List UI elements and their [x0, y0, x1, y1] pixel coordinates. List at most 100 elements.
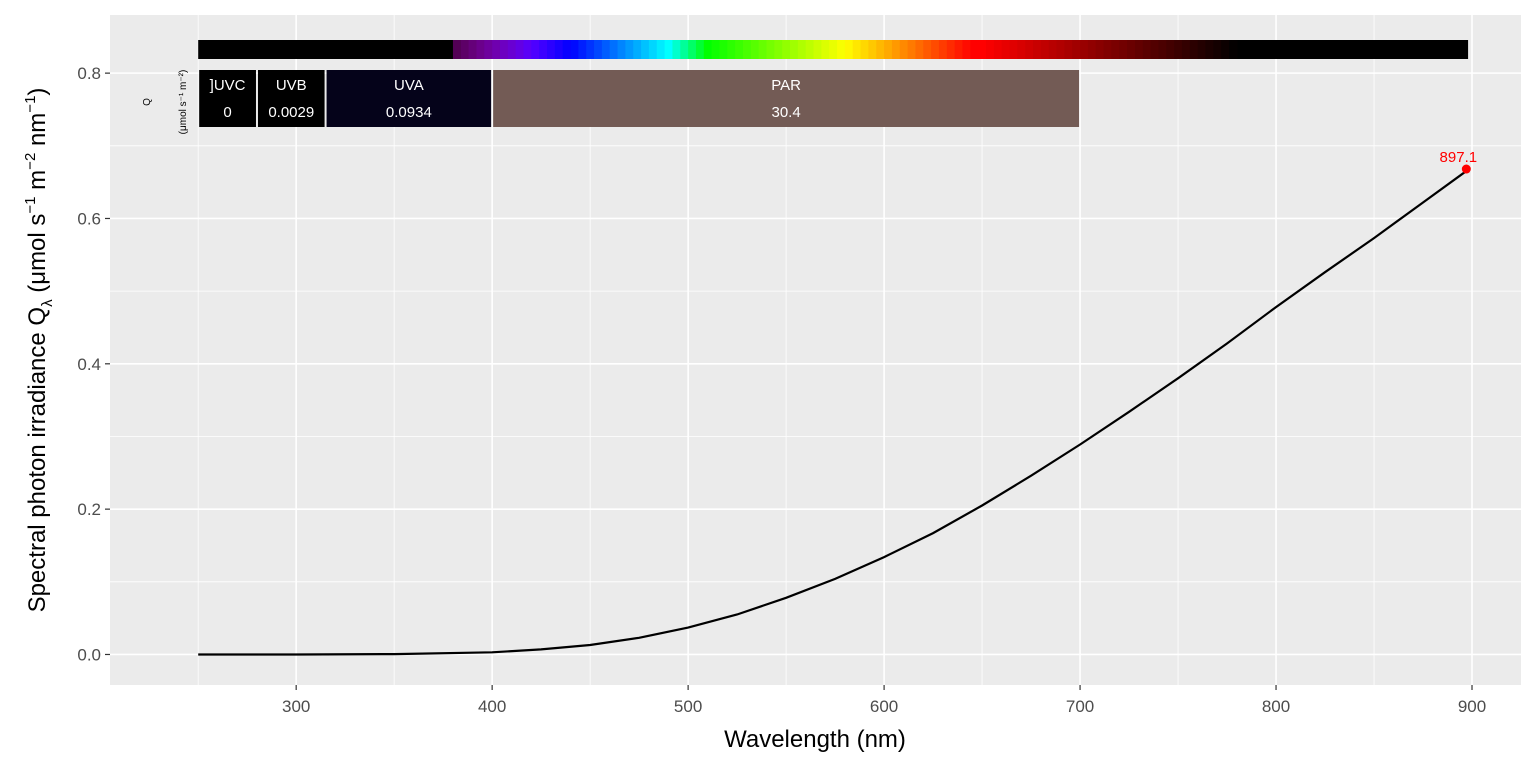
- spectrum-bar-segment: [1197, 40, 1207, 59]
- spectrum-bar-segment: [985, 40, 995, 59]
- spectrum-bar-segment: [1009, 40, 1018, 59]
- q-label: Q: [142, 98, 153, 106]
- waveband-box: [257, 70, 325, 127]
- spectrum-bar-segment: [727, 40, 736, 59]
- color-spectrum-bar: [198, 40, 1469, 59]
- y-title-unit-mid2: nm: [24, 113, 51, 153]
- irradiance-series-line: [198, 170, 1467, 656]
- waveband-boxes: ]UVC 0 UVB 0.0029 UVA 0.0934 PAR 30.4: [199, 70, 1080, 127]
- spectrum-bar-segment: [938, 40, 948, 59]
- spectrum-bar-segment: [1111, 40, 1120, 59]
- y-title-unit-open: (μmol s: [24, 214, 51, 300]
- spectrum-bar-segment: [766, 40, 775, 59]
- spectrum-bar-segment: [586, 40, 595, 59]
- spectrum-bar-segment: [1119, 40, 1128, 59]
- spectrum-bar-segment: [1087, 40, 1097, 59]
- spectrum-bar-segment: [1221, 40, 1230, 59]
- spectrum-bar-segment: [664, 40, 674, 59]
- waveband-box: [326, 70, 492, 127]
- spectrum-bar-segment: [468, 40, 478, 59]
- spectrum-bar-segment: [1033, 40, 1042, 59]
- spectrum-bar-segment: [452, 40, 462, 59]
- spectrum-bar-segment: [499, 40, 509, 59]
- spectrum-bar-segment: [601, 40, 611, 59]
- spectrum-bar-segment: [837, 40, 846, 59]
- spectrum-bar-segment: [1072, 40, 1081, 59]
- y-title-unit-mid: m: [24, 170, 51, 197]
- spectrum-bar-segment: [1048, 40, 1058, 59]
- x-tick-label: 500: [674, 697, 702, 716]
- spectrum-bar-segment: [1166, 40, 1175, 59]
- waveband-value: 30.4: [772, 104, 801, 121]
- spectrum-bar-segment: [1205, 40, 1214, 59]
- spectrum-bar-segment: [523, 40, 532, 59]
- spectrum-bar-segment: [742, 40, 752, 59]
- spectrum-bar-segment: [492, 40, 501, 59]
- spectrum-bar-segment: [554, 40, 564, 59]
- spectrum-bar-segment: [711, 40, 721, 59]
- waveband-name: PAR: [771, 77, 801, 94]
- spectrum-bar-segment: [672, 40, 681, 59]
- spectrum-bar-segment: [750, 40, 760, 59]
- spectrum-bar-segment: [1064, 40, 1073, 59]
- spectrum-bar-segment: [876, 40, 885, 59]
- x-axis-ticks: 300 400 500 600 700 800 900: [282, 685, 1486, 716]
- peak-point: [1461, 164, 1471, 174]
- spectrum-bar-segment: [790, 40, 799, 59]
- spectrum-bar-segment: [884, 40, 893, 59]
- spectrum-bar-segment: [695, 40, 705, 59]
- waveband-name: UVA: [394, 77, 424, 94]
- y-tick-label: 0.2: [77, 500, 101, 519]
- spectrum-bar-segment: [1025, 40, 1034, 59]
- spectrum-bar-segment: [1174, 40, 1183, 59]
- spectrum-bar-segment: [860, 40, 870, 59]
- spectrum-bar-segment: [476, 40, 485, 59]
- waveband-name: UVB: [276, 77, 307, 94]
- spectrum-bar-segment: [954, 40, 964, 59]
- x-tick-label: 700: [1066, 697, 1094, 716]
- spectrum-bar-segment: [782, 40, 791, 59]
- spectrum-bar-segment: [735, 40, 744, 59]
- spectrum-bar-segment: [703, 40, 713, 59]
- y-tick-label: 0.0: [77, 645, 101, 664]
- spectrum-bar-segment: [813, 40, 822, 59]
- spectrum-bar-segment: [993, 40, 1003, 59]
- y-tick-label: 0.6: [77, 209, 101, 228]
- y-axis-ticks: 0.0 0.2 0.4 0.6 0.8: [77, 64, 110, 664]
- spectrum-bar-segment: [891, 40, 901, 59]
- spectrum-bar-segment: [1103, 40, 1113, 59]
- spectrum-bar-segment: [539, 40, 548, 59]
- waveband-value: 0.0934: [386, 104, 432, 121]
- spectrum-bar-segment: [460, 40, 470, 59]
- spectrum-bar-segment: [1142, 40, 1152, 59]
- spectrum-bar-segment: [844, 40, 854, 59]
- spectrum-bar-segment: [1080, 40, 1089, 59]
- spectrum-bar-segment: [484, 40, 493, 59]
- spectrum-bar-segment: [1001, 40, 1011, 59]
- spectrum-bar-segment: [978, 40, 987, 59]
- spectrum-bar-segment: [915, 40, 924, 59]
- y-title-exp2: −2: [22, 153, 39, 170]
- spectrum-bar-segment: [821, 40, 830, 59]
- spectrum-bar-segment: [1189, 40, 1199, 59]
- peak-label: 897.1: [1440, 149, 1478, 166]
- spectrum-bar-segment: [829, 40, 838, 59]
- spectrum-bar-segment: [617, 40, 627, 59]
- spectrum-bar-segment: [1181, 40, 1191, 59]
- spectrum-bar-segment: [531, 40, 540, 59]
- spectrum-bar-segment: [1017, 40, 1026, 59]
- spectrum-bar-segment: [797, 40, 807, 59]
- spectrum-bar-segment: [852, 40, 862, 59]
- spectrum-bar-segment: [633, 40, 642, 59]
- waveband-name: ]UVC: [210, 77, 246, 94]
- spectrum-bar-segment: [1150, 40, 1160, 59]
- spectrum-bar-segment: [805, 40, 815, 59]
- spectrum-bar-segment: [680, 40, 689, 59]
- spectrum-bar-segment: [656, 40, 666, 59]
- spectrum-bar-segment: [570, 40, 579, 59]
- y-title-main: Spectral photon irradiance Q: [24, 307, 51, 613]
- spectrum-bar-segment: [962, 40, 971, 59]
- y-title-unit-close: ): [24, 88, 51, 96]
- y-tick-label: 0.4: [77, 355, 101, 374]
